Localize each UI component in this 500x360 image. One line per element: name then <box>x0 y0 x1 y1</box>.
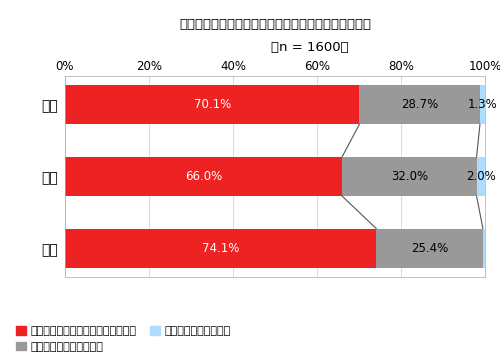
Text: 飲酒運転の厳罰化についてどのように思われますか？: 飲酒運転の厳罰化についてどのように思われますか？ <box>179 18 371 31</box>
Text: ［n = 1600］: ［n = 1600］ <box>271 41 349 54</box>
Text: 74.1%: 74.1% <box>202 242 239 255</box>
Legend: もっと厳罰化を進めるべきだと思う, 現在のままでよいと思う, 減軽するべきだと思う: もっと厳罰化を進めるべきだと思う, 現在のままでよいと思う, 減軽するべきだと思… <box>12 321 235 356</box>
Bar <box>342 157 476 196</box>
Text: 2.0%: 2.0% <box>466 170 496 183</box>
Bar <box>376 229 483 268</box>
Text: 70.1%: 70.1% <box>194 98 231 111</box>
Text: 25.4%: 25.4% <box>411 242 448 255</box>
Bar <box>480 85 486 124</box>
Text: 28.7%: 28.7% <box>401 98 438 111</box>
Text: 66.0%: 66.0% <box>185 170 222 183</box>
Bar <box>65 229 376 268</box>
Bar <box>360 85 480 124</box>
Bar <box>483 229 485 268</box>
Text: 1.3%: 1.3% <box>468 98 498 111</box>
Bar <box>65 85 360 124</box>
Bar <box>476 157 485 196</box>
Bar <box>65 157 342 196</box>
Text: 32.0%: 32.0% <box>391 170 428 183</box>
